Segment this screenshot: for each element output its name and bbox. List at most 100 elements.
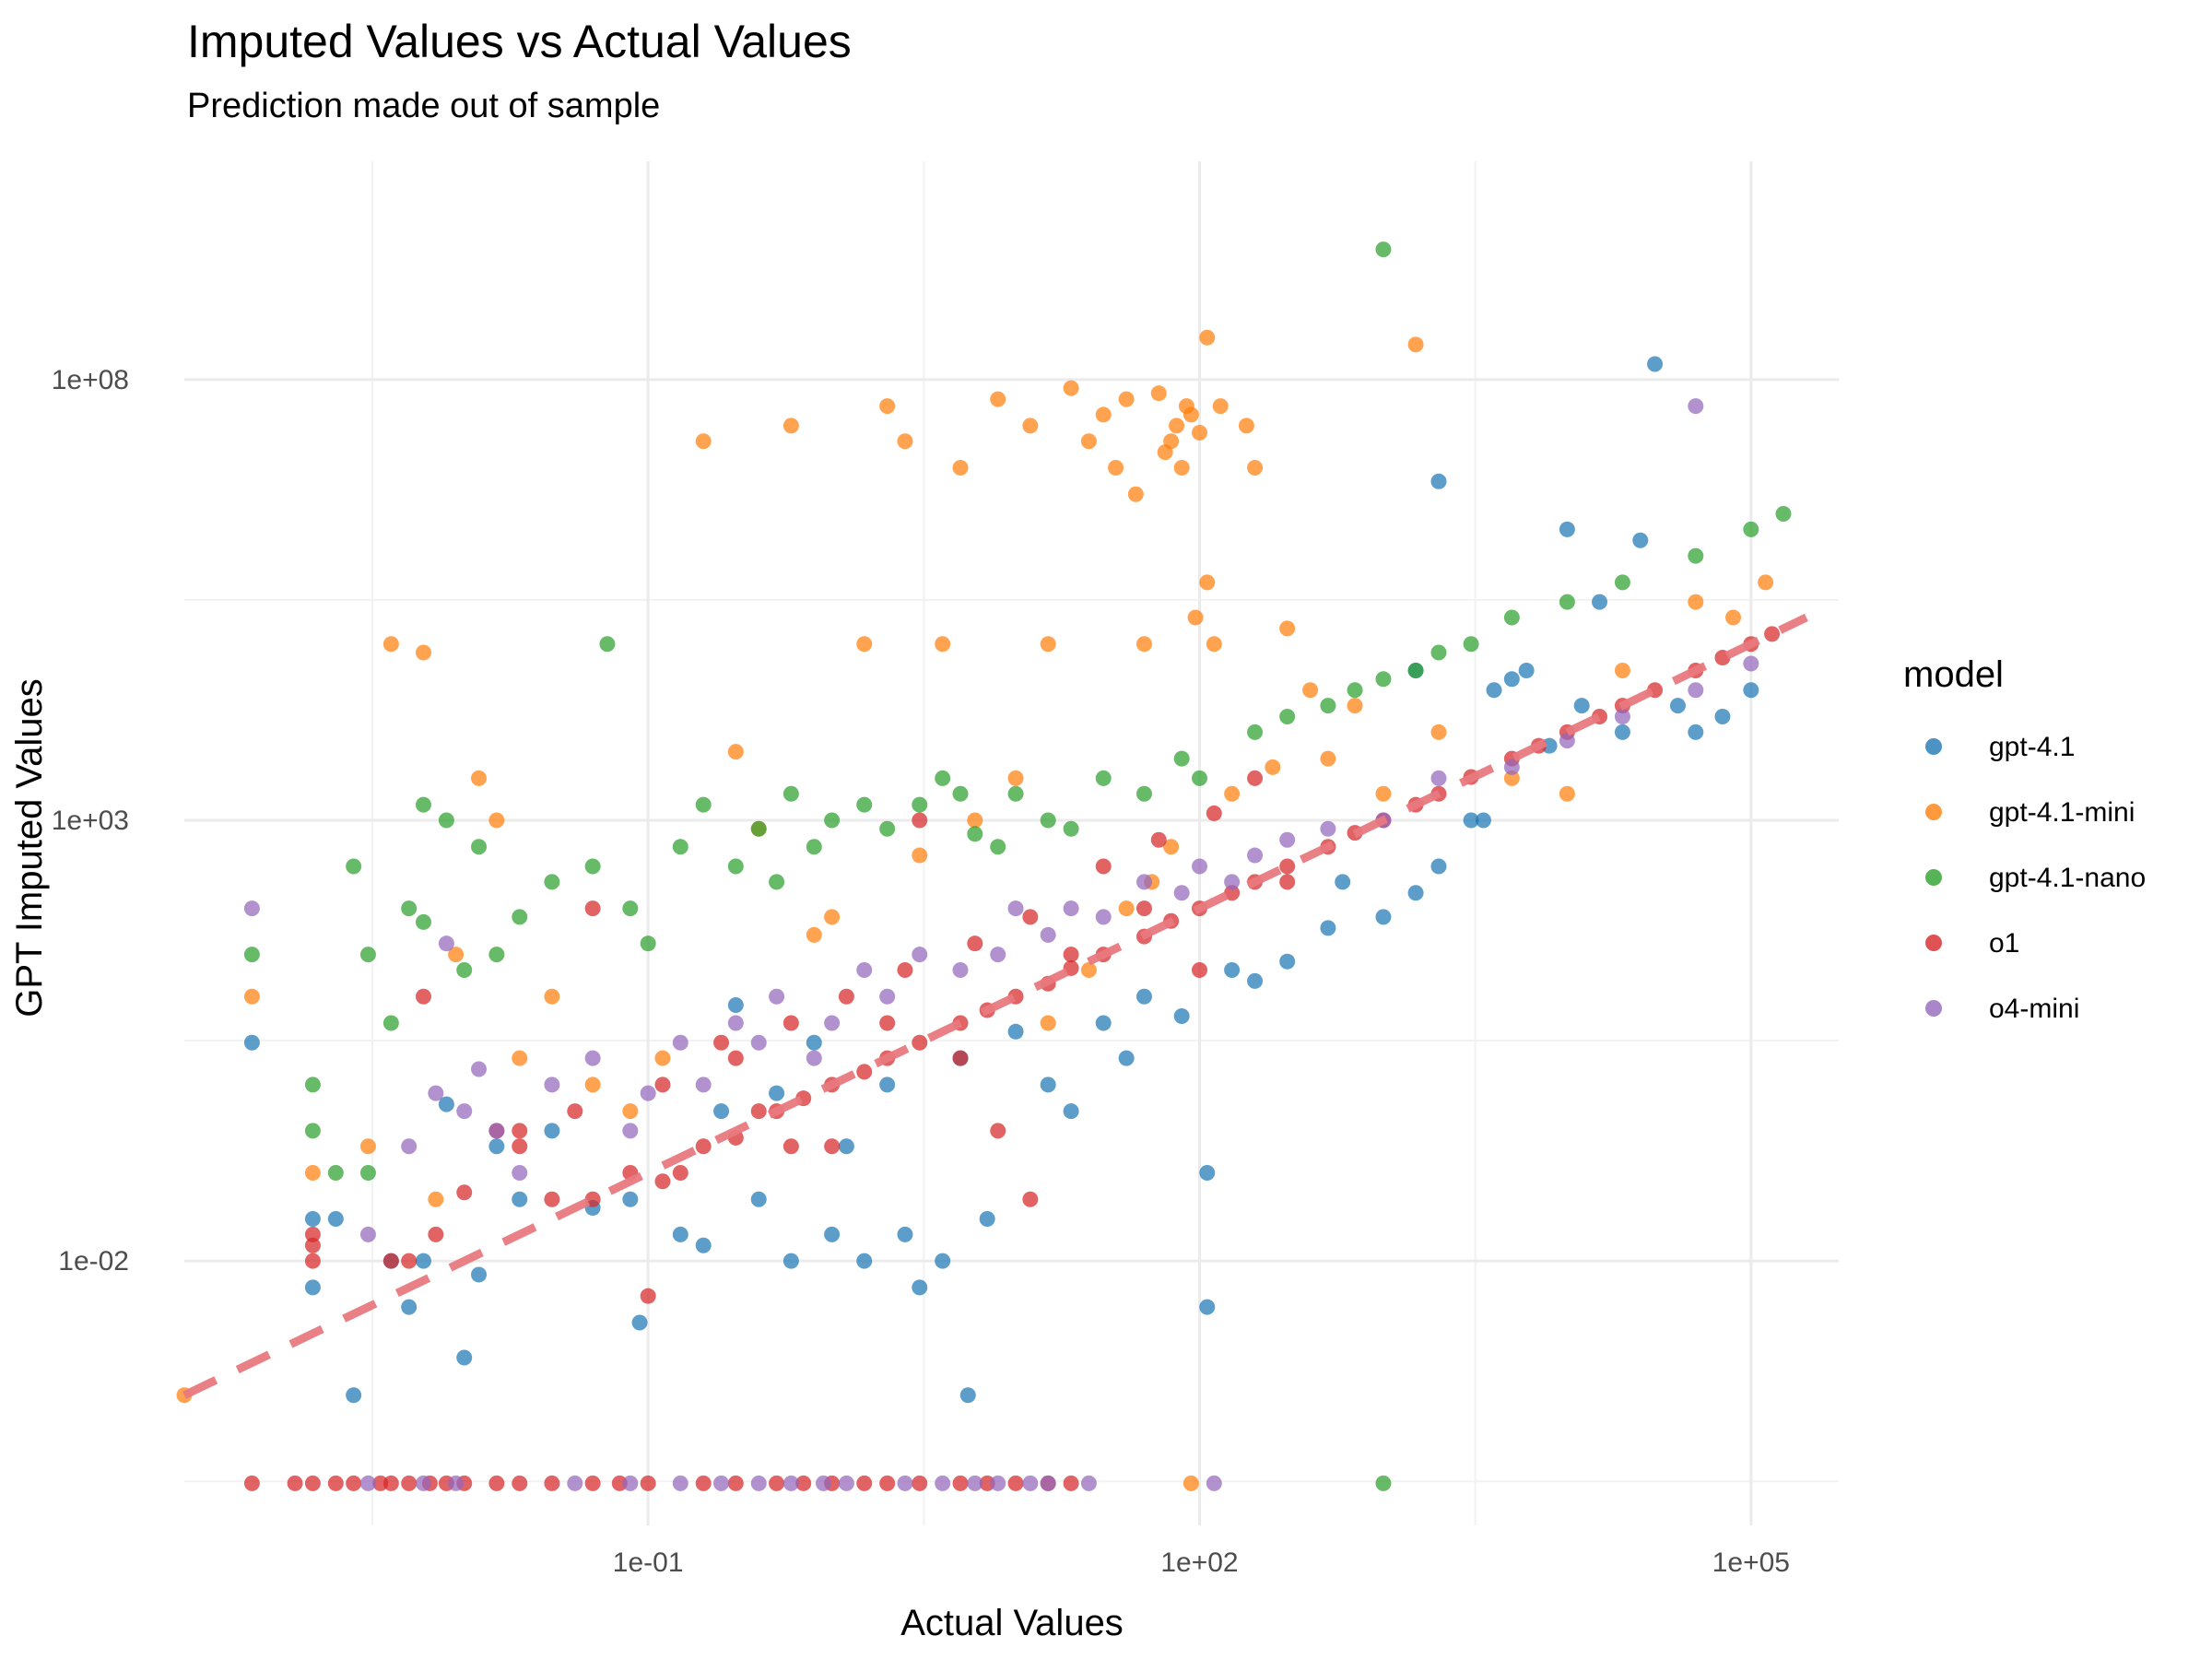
y-tick-label: 1e+08	[52, 365, 129, 395]
data-point	[1430, 858, 1447, 875]
data-point	[1320, 820, 1336, 837]
data-point	[672, 1475, 688, 1491]
legend-label-gpt-4.1: gpt-4.1	[1989, 732, 2075, 762]
data-point	[856, 961, 873, 978]
legend-key-gpt-4.1	[1925, 738, 1942, 755]
data-point	[1743, 521, 1759, 537]
data-point	[1224, 961, 1241, 978]
data-point	[824, 1015, 841, 1031]
data-point	[428, 1191, 444, 1207]
y-axis-title: GPT Imputed Values	[9, 678, 50, 1018]
data-point	[1095, 909, 1112, 925]
data-point	[1199, 1299, 1216, 1315]
data-point	[1063, 820, 1079, 837]
data-point	[879, 1475, 896, 1491]
data-point	[1247, 847, 1264, 864]
data-point	[727, 744, 744, 760]
data-point	[415, 796, 431, 813]
data-point	[1135, 988, 1152, 1005]
data-point	[631, 1314, 648, 1331]
data-point	[1080, 433, 1097, 450]
data-point	[1758, 574, 1774, 591]
legend-label-gpt-4.1-mini: gpt-4.1-mini	[1989, 797, 2135, 828]
data-point	[856, 636, 873, 653]
data-point	[1375, 1475, 1392, 1491]
data-point	[713, 1103, 730, 1120]
data-point	[1192, 424, 1208, 441]
data-point	[824, 1226, 841, 1242]
data-point	[304, 1226, 321, 1242]
data-point	[935, 636, 951, 653]
data-point	[1764, 626, 1781, 642]
data-point	[727, 1475, 744, 1491]
reference-line-group	[182, 613, 1808, 1399]
data-point	[1518, 663, 1535, 679]
data-point	[1173, 750, 1190, 767]
data-point	[815, 1475, 831, 1491]
data-point	[1375, 785, 1392, 802]
data-point	[1320, 698, 1336, 714]
data-point	[1559, 521, 1575, 537]
data-point	[935, 1253, 951, 1269]
data-point	[912, 847, 928, 864]
data-point	[1022, 1475, 1039, 1491]
legend-key-o4-mini	[1925, 1000, 1942, 1017]
data-point	[1224, 874, 1241, 890]
data-point	[795, 1475, 812, 1491]
data-point	[952, 961, 969, 978]
data-point	[1199, 329, 1216, 346]
data-point	[584, 1475, 601, 1491]
data-point	[967, 812, 983, 829]
data-point	[488, 1123, 505, 1139]
data-point	[1182, 1475, 1199, 1491]
data-point	[1007, 1023, 1024, 1040]
data-point	[456, 1349, 473, 1366]
data-point	[1118, 1050, 1135, 1066]
data-point	[1430, 644, 1447, 661]
data-point	[544, 874, 560, 890]
data-point	[838, 1475, 854, 1491]
data-point	[1279, 858, 1296, 875]
legend-key-o1	[1925, 935, 1942, 951]
data-point	[599, 636, 616, 653]
data-point	[912, 947, 928, 963]
data-point	[806, 1034, 822, 1051]
data-point	[382, 636, 399, 653]
data-point	[695, 796, 712, 813]
data-point	[243, 1475, 260, 1491]
data-point	[1407, 663, 1424, 679]
data-point	[967, 1475, 983, 1491]
data-point	[243, 1034, 260, 1051]
data-point	[1614, 709, 1630, 725]
data-point	[1503, 671, 1520, 688]
data-point	[304, 1475, 321, 1491]
data-point	[879, 1077, 896, 1093]
data-point	[567, 1475, 583, 1491]
data-point	[1199, 574, 1216, 591]
data-point	[990, 1475, 1006, 1491]
chart-title: Imputed Values vs Actual Values	[187, 16, 852, 67]
data-point	[640, 1288, 656, 1304]
data-point	[824, 812, 841, 829]
data-point	[1063, 900, 1079, 917]
data-point	[1247, 972, 1264, 989]
data-point	[1199, 1164, 1216, 1181]
data-point	[1063, 380, 1079, 396]
data-point	[990, 839, 1006, 855]
data-point	[824, 909, 841, 925]
data-point	[1320, 750, 1336, 767]
data-point	[990, 947, 1006, 963]
data-point	[912, 812, 928, 829]
data-point	[750, 1103, 767, 1120]
data-point	[1192, 770, 1208, 786]
data-point	[935, 1475, 951, 1491]
data-point	[727, 997, 744, 1014]
data-point	[856, 1064, 873, 1080]
data-point	[359, 1164, 376, 1181]
data-point	[750, 1475, 767, 1491]
data-point	[879, 398, 896, 415]
data-point	[512, 1138, 528, 1155]
data-point	[584, 1050, 601, 1066]
data-point	[782, 1015, 799, 1031]
